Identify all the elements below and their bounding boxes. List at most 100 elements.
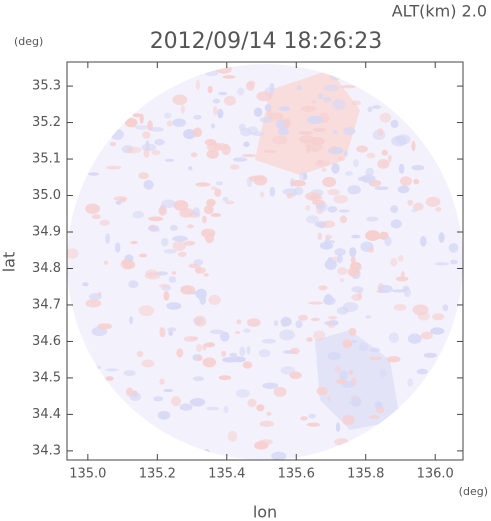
echo-speckle [115,200,122,205]
echo-speckle [324,237,331,248]
echo-speckle [180,104,185,114]
echo-speckle [368,246,375,254]
x-tick-label: 135.2 [139,467,176,482]
echo-speckle [148,216,164,222]
y-tick-label: 34.7 [32,297,61,312]
echo-speckle [159,378,165,385]
echo-speckle [166,120,173,127]
echo-speckle [337,267,348,275]
echo-speckle [88,172,100,176]
echo-speckle [163,248,177,254]
echo-speckle [242,153,257,158]
x-tick-label: 135.0 [69,467,106,482]
y-tick-label: 35.2 [32,115,61,130]
echo-speckle [327,395,332,402]
echo-speckle [161,238,169,247]
echo-speckle [110,129,124,140]
echo-speckle [215,64,232,74]
echo-speckle [306,337,313,342]
echo-speckle [374,186,389,191]
echo-speckle [412,304,429,316]
echo-speckle [214,188,222,197]
echo-speckle [222,196,229,202]
echo-speckle [425,196,441,207]
x-tick-label: 135.6 [278,467,315,482]
x-tick-label: 135.4 [208,467,245,482]
echo-speckle [272,135,288,145]
echo-speckle [341,85,356,89]
echo-speckle [332,129,338,135]
echo-speckle [151,149,161,156]
echo-speckle [336,306,349,315]
echo-speckle [306,144,311,154]
echo-speckle [163,112,172,119]
echo-speckle [138,253,148,258]
echo-speckle [192,376,205,382]
echo-speckle [312,199,325,206]
echo-speckle [132,113,142,118]
echo-speckle [334,365,341,373]
echo-speckle [358,342,369,352]
echo-speckle [290,347,300,355]
echo-speckle [327,351,342,361]
echo-speckle [365,230,381,241]
echo-speckle [316,386,328,396]
echo-speckle [313,330,326,341]
x-unit: (deg) [459,485,488,498]
echo-speckle [321,220,336,228]
echo-speckle [259,420,275,427]
echo-speckle [187,224,194,229]
echo-speckle [163,291,170,301]
echo-speckle [242,361,253,369]
echo-speckle [356,145,368,153]
echo-speckle [334,438,349,446]
echo-speckle [190,152,198,158]
echo-speckle [202,357,217,368]
echo-speckle [366,152,376,159]
echo-speckle [105,376,114,381]
y-tick-label: 34.8 [32,261,61,276]
echo-speckle [310,317,320,322]
echo-speckle [246,318,261,327]
echo-speckle [172,240,187,251]
echo-speckle [309,137,325,146]
echo-speckle [450,259,458,265]
echo-speckle [293,186,304,196]
echo-speckle [207,85,213,94]
echo-speckle [305,215,319,224]
echo-speckle [337,254,343,264]
echo-speckle [398,163,405,174]
echo-speckle [171,271,177,275]
y-tick-label: 35.0 [32,188,61,203]
echo-speckle [365,315,372,319]
echo-speckle [229,352,238,358]
chart-title: 2012/09/14 18:26:23 [150,29,383,54]
echo-speckle [256,91,273,102]
echo-speckle [91,214,101,220]
echo-speckle [259,116,273,123]
echo-speckle [145,140,150,150]
echo-speckle [129,316,134,325]
echo-speckle [413,202,424,211]
echo-speckle [352,159,359,167]
echo-speckle [172,94,188,106]
echo-speckle [344,171,353,176]
echo-speckle [387,154,392,162]
x-tick-label: 136.0 [417,467,454,482]
echo-speckle [339,370,349,381]
echo-speckle [423,352,437,358]
echo-speckle [173,200,189,211]
echo-speckle [261,338,276,344]
y-tick-label: 34.6 [32,334,61,349]
echo-speckle [193,259,204,266]
echo-speckle [126,387,134,397]
echo-speckle [222,75,236,79]
echo-speckle [234,331,241,335]
echo-speckle [377,284,393,293]
echo-speckle [218,375,232,381]
echo-speckle [172,235,188,242]
echo-speckle [273,320,279,327]
y-tick-label: 34.3 [32,443,61,458]
echo-speckle [171,395,181,407]
echo-speckle [206,406,220,411]
